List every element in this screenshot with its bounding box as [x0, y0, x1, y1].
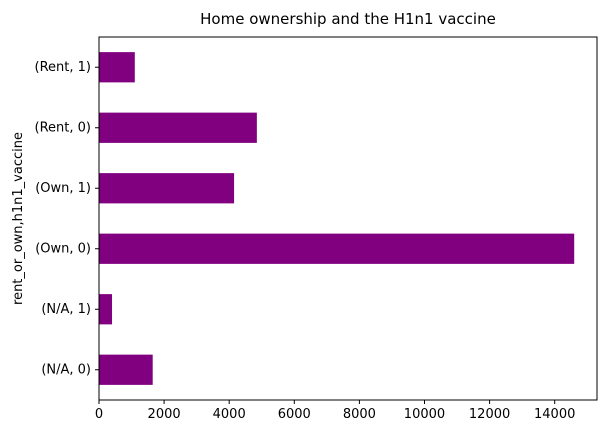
chart-title: Home ownership and the H1n1 vaccine	[200, 10, 496, 28]
bars-group	[99, 52, 575, 385]
plot-frame	[98, 36, 598, 401]
y-tick-label-4: (Rent, 0)	[35, 120, 91, 135]
bar-5	[99, 52, 135, 83]
bar-1	[99, 294, 113, 325]
y-tick-label-2: (Own, 0)	[35, 241, 91, 256]
x-tick-label-3: 6000	[278, 407, 311, 422]
y-tick-label-0: (N/A, 0)	[41, 362, 91, 377]
bar-4	[99, 112, 257, 143]
x-ticks-group: 0 2000 4000 6000 8000 10000 12000 14000	[95, 400, 575, 422]
x-tick-label-1: 2000	[148, 407, 181, 422]
x-tick-label-4: 8000	[343, 407, 376, 422]
x-tick-label-5: 10000	[404, 407, 445, 422]
x-tick-label-2: 4000	[213, 407, 246, 422]
x-tick-label-7: 14000	[534, 407, 575, 422]
bar-0	[99, 354, 153, 385]
bar-3	[99, 173, 235, 204]
y-axis-label: rent_or_own,h1n1_vaccine	[11, 132, 26, 305]
y-ticks-group: (N/A, 0) (N/A, 1) (Own, 0) (Own, 1) (Rent, 0…	[35, 60, 99, 377]
x-tick-label-0: 0	[95, 407, 103, 422]
bar-2	[99, 233, 575, 264]
y-tick-label-1: (N/A, 1)	[41, 302, 91, 317]
y-tick-label-5: (Rent, 1)	[35, 60, 91, 75]
x-tick-label-6: 12000	[469, 407, 510, 422]
y-tick-label-3: (Own, 1)	[35, 181, 91, 196]
